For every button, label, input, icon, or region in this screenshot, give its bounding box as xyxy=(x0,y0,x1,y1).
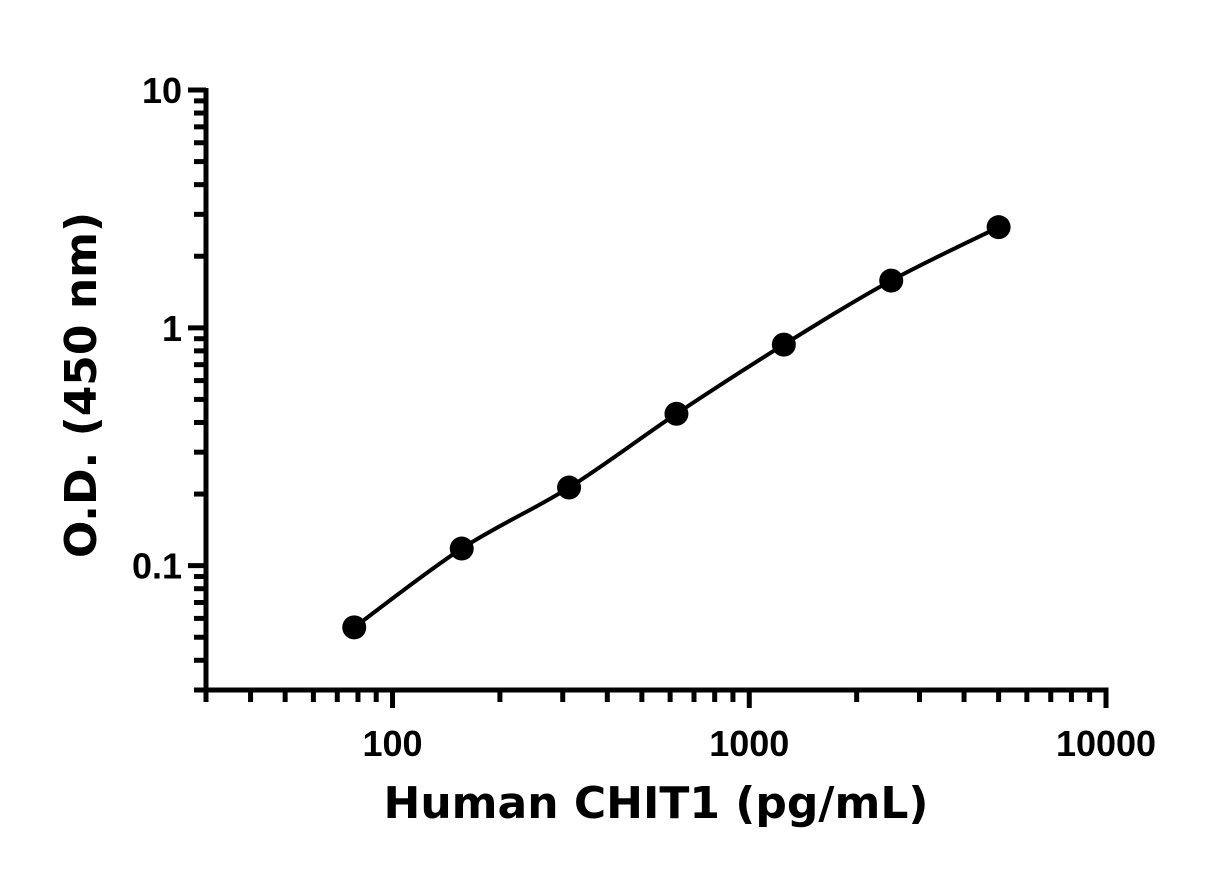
plot-area xyxy=(342,215,1011,640)
fit-curve xyxy=(353,225,1000,630)
data-point xyxy=(557,475,582,500)
data-point xyxy=(986,215,1011,240)
data-point xyxy=(771,332,796,357)
y-tick-label: 1 xyxy=(162,308,182,349)
y-tick-label: 10 xyxy=(142,70,182,111)
x-tick-label: 100 xyxy=(362,723,422,764)
y-tick-label: 0.1 xyxy=(132,546,182,587)
axes xyxy=(203,88,1109,693)
x-axis-ticks: 100 1000 10000 xyxy=(203,690,1156,764)
x-tick-label: 10000 xyxy=(1056,723,1156,764)
y-axis-title: O.D. (450 nm) xyxy=(56,212,107,558)
data-point xyxy=(342,615,367,640)
data-point xyxy=(879,268,904,293)
y-axis-ticks: 0.1 1 10 xyxy=(132,70,206,693)
x-tick-label: 1000 xyxy=(709,723,789,764)
data-point xyxy=(449,536,474,561)
data-point xyxy=(664,401,689,426)
x-axis-title: Human CHIT1 (pg/mL) xyxy=(384,778,929,829)
